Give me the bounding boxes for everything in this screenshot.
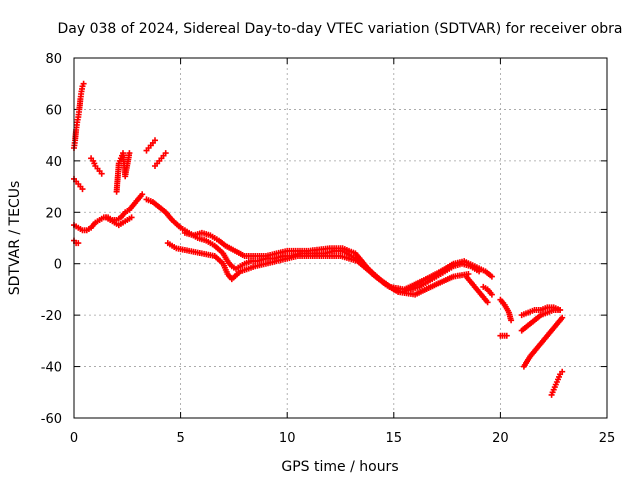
series-segment-i	[152, 150, 169, 169]
grid-layer	[73, 57, 608, 419]
data-point	[80, 80, 87, 87]
x-axis-label: GPS time / hours	[281, 459, 398, 475]
series-segment-n	[497, 332, 510, 339]
series-segment-f	[103, 214, 135, 229]
data-point	[79, 186, 86, 193]
data-point	[128, 214, 135, 221]
series-main-trend	[143, 196, 483, 295]
x-tick-label: 20	[492, 431, 509, 446]
series-segment-g	[113, 150, 133, 195]
y-tick-label: 40	[45, 155, 62, 170]
data-point	[75, 240, 82, 247]
data-point	[488, 291, 495, 298]
x-tick-labels: 0 5 10 15 20 25	[70, 431, 615, 446]
data-point	[503, 332, 510, 339]
series-segment-e	[88, 155, 105, 177]
data-point	[139, 191, 146, 198]
series-segment-k	[463, 273, 491, 306]
y-axis-label: SDTVAR / TECUs	[7, 181, 23, 296]
x-tick-label: 0	[70, 431, 78, 446]
y-tick-label: 0	[54, 258, 62, 273]
y-tick-label: -20	[41, 309, 62, 324]
plot-frame	[73, 57, 608, 419]
data-point	[98, 170, 105, 177]
x-tick-label: 5	[176, 431, 184, 446]
y-tick-label: -60	[41, 412, 62, 427]
y-tick-label: 80	[45, 52, 62, 67]
series-segment-h	[143, 137, 158, 154]
y-tick-label: 20	[45, 206, 62, 221]
x-tick-label: 10	[279, 431, 296, 446]
x-tick-label: 15	[386, 431, 403, 446]
series-segment-d	[71, 237, 82, 247]
series-parallel-lower	[164, 240, 472, 298]
y-tick-labels: -60 -40 -20 0 20 40 60 80	[41, 52, 62, 427]
series-segment-a	[71, 80, 87, 151]
chart-title: Day 038 of 2024, Sidereal Day-to-day VTE…	[57, 21, 622, 37]
data-point	[126, 150, 133, 157]
y-tick-label: 60	[45, 103, 62, 118]
series-segment-q	[520, 314, 566, 370]
marks-layer	[71, 80, 566, 398]
data-point	[484, 299, 491, 306]
data-point	[488, 273, 495, 280]
data-point	[152, 137, 158, 144]
y-tick-label: -40	[41, 361, 62, 376]
series-segment-l	[480, 283, 495, 298]
data-point	[559, 314, 566, 321]
series-parallel-upper	[181, 229, 495, 293]
data-point	[162, 150, 169, 157]
data-point	[508, 317, 515, 324]
x-tick-label: 25	[599, 431, 616, 446]
data-point	[559, 368, 566, 375]
series-segment-m	[497, 296, 515, 324]
data-point	[557, 307, 564, 313]
series-segment-r	[548, 368, 566, 398]
series-segment-p	[518, 304, 564, 319]
series-segment-b	[71, 175, 86, 193]
